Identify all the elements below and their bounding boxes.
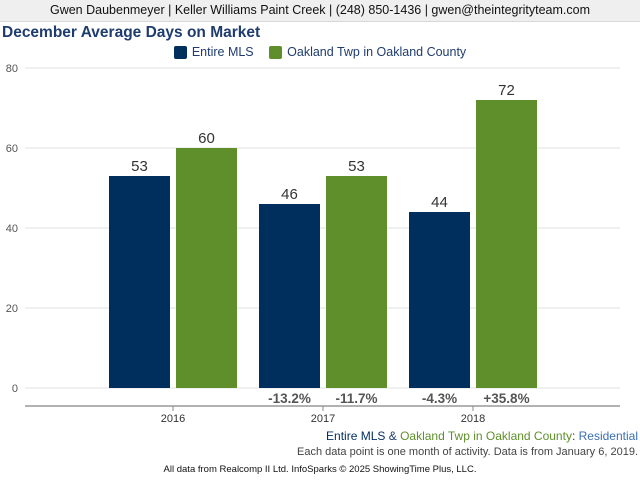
series-note-type: Residential xyxy=(578,429,638,443)
series-note-colon: : xyxy=(571,429,579,443)
change-label: +35.8% xyxy=(483,391,529,406)
bar-chart: 0 20 40 60 80 2016 53 60 2017 46 -13.2% 53 -11.7% 201… xyxy=(6,63,620,425)
change-label: -11.7% xyxy=(335,391,377,406)
chart-title: December Average Days on Market xyxy=(2,24,261,41)
legend-label-entire-mls: Entire MLS xyxy=(191,45,254,59)
bar-entire-mls-2018 xyxy=(409,212,470,388)
data-label: 46 xyxy=(281,186,298,203)
legend-swatch-oakland-twp xyxy=(269,45,283,59)
series-note-amp: & xyxy=(385,429,401,443)
contact-header: Gwen Daubenmeyer | Keller Williams Paint… xyxy=(0,0,640,22)
bar-oakland-twp-2018 xyxy=(476,100,537,388)
y-tick-label: 40 xyxy=(6,223,18,235)
series-note-oakland: Oakland Twp in Oakland County xyxy=(400,429,572,443)
legend-swatch-entire-mls xyxy=(173,45,187,59)
y-tick-label: 20 xyxy=(6,303,18,315)
credit-note: All data from Realcomp II Ltd. InfoSpark… xyxy=(163,464,477,475)
series-note: Entire MLS & Oakland Twp in Oakland Coun… xyxy=(326,429,638,443)
data-label: 53 xyxy=(131,158,148,175)
data-label: 72 xyxy=(498,82,515,99)
bar-entire-mls-2016 xyxy=(109,176,170,388)
y-tick-label: 60 xyxy=(6,143,18,155)
legend-item-oakland-twp[interactable]: Oakland Twp in Oakland County xyxy=(269,45,466,59)
change-label: -13.2% xyxy=(268,391,311,406)
chart-legend: Entire MLS Oakland Twp in Oakland County xyxy=(0,45,640,62)
data-note: Each data point is one month of activity… xyxy=(297,446,638,458)
change-label: -4.3% xyxy=(422,391,457,406)
data-label: 60 xyxy=(198,130,215,147)
bar-entire-mls-2017 xyxy=(259,204,320,388)
x-tick-label: 2017 xyxy=(311,413,335,425)
x-tick-label: 2016 xyxy=(161,413,185,425)
bar-oakland-twp-2017 xyxy=(326,176,387,388)
y-tick-label: 80 xyxy=(6,63,18,75)
legend-item-entire-mls[interactable]: Entire MLS xyxy=(173,45,254,59)
series-note-entire-mls: Entire MLS xyxy=(326,429,386,443)
bar-oakland-twp-2016 xyxy=(176,148,237,388)
x-tick-label: 2018 xyxy=(461,413,485,425)
data-label: 44 xyxy=(431,194,448,211)
data-label: 53 xyxy=(348,158,365,175)
legend-label-oakland-twp: Oakland Twp in Oakland County xyxy=(287,45,467,59)
y-tick-label: 0 xyxy=(12,383,18,395)
